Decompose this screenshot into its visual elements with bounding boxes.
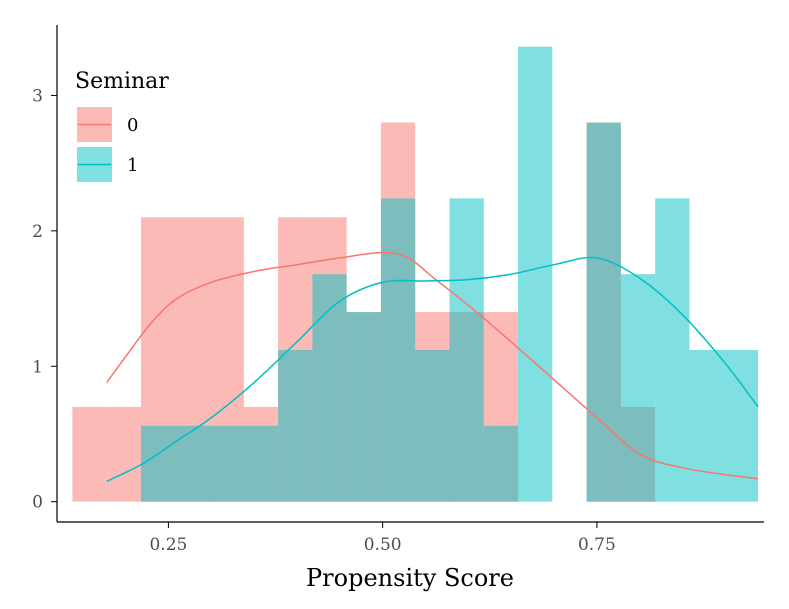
x-tick-label-2: 0.75 — [578, 535, 616, 555]
legend-title: Seminar — [75, 69, 169, 94]
bar-series-1-bin-13 — [518, 46, 553, 502]
bars-layer — [72, 46, 759, 502]
axes — [56, 25, 764, 523]
bar-series-0-bin-1 — [106, 406, 141, 502]
density-line-series-0 — [106, 251, 759, 480]
bar-series-1-bin-15 — [586, 122, 621, 502]
x-tick-label-0: 0.25 — [149, 535, 187, 555]
bar-series-1-bin-4 — [209, 425, 244, 502]
density-line-series-1 — [106, 256, 759, 483]
bar-series-1-bin-3 — [175, 425, 210, 502]
bar-series-1-bin-17 — [655, 198, 690, 502]
bar-series-0-bin-0 — [72, 406, 107, 502]
bar-series-1-bin-7 — [312, 274, 347, 502]
legend-label-0: 0 — [127, 115, 138, 136]
density-layer — [106, 251, 759, 483]
bar-series-1-bin-10 — [415, 350, 450, 502]
y-tick-label-1: 1 — [32, 357, 43, 377]
bar-series-1-bin-11 — [449, 198, 484, 502]
bar-series-1-bin-5 — [243, 425, 279, 502]
y-tick-label-2: 2 — [32, 222, 43, 242]
bar-series-1-bin-16 — [620, 274, 656, 502]
bar-series-1-bin-2 — [140, 425, 176, 502]
y-tick-label-3: 3 — [32, 86, 43, 106]
bar-series-1-bin-12 — [483, 425, 519, 502]
legend: Seminar 01 — [75, 69, 169, 182]
bar-series-1-bin-8 — [346, 312, 381, 502]
bar-series-1-bin-18 — [689, 350, 724, 502]
x-axis-label: Propensity Score — [306, 564, 514, 592]
x-tick-label-1: 0.50 — [364, 535, 402, 555]
bar-series-1-bin-9 — [380, 198, 416, 502]
y-tick-label-0: 0 — [32, 493, 43, 513]
bar-series-1-bin-19 — [723, 350, 759, 502]
bar-series-1-bin-6 — [278, 350, 313, 502]
legend-label-1: 1 — [127, 155, 138, 176]
legend-items: 01 — [77, 107, 138, 182]
